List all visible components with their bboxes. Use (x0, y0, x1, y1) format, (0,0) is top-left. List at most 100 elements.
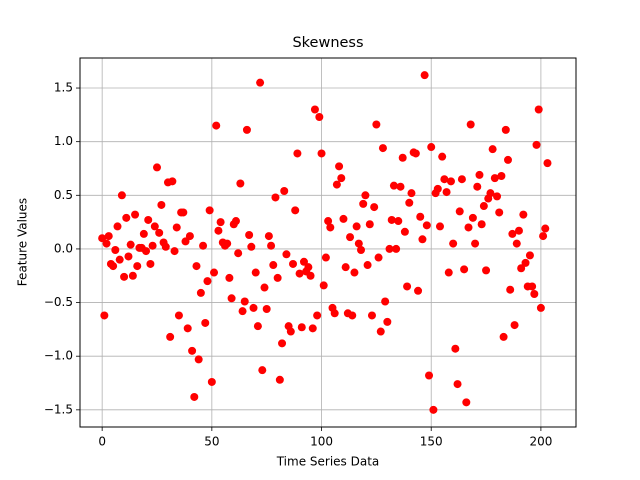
point (376, 327, 385, 336)
point (256, 78, 265, 87)
point (490, 174, 499, 183)
x-axis-label: Time Series Data (276, 455, 380, 469)
point (258, 366, 267, 375)
point (405, 198, 414, 207)
point (392, 244, 401, 253)
point (539, 232, 548, 241)
point (482, 266, 491, 275)
point (194, 355, 203, 364)
point (462, 398, 471, 407)
point (115, 255, 124, 264)
point (341, 263, 350, 272)
point (242, 125, 251, 134)
axes-frame (79, 57, 577, 428)
point (267, 241, 276, 250)
point (98, 234, 107, 243)
point (161, 242, 170, 251)
point (543, 159, 552, 168)
point (365, 220, 374, 229)
point (150, 222, 159, 231)
point (282, 250, 291, 259)
point (190, 392, 199, 401)
point (124, 252, 133, 261)
point (260, 283, 269, 292)
point (271, 193, 280, 202)
point (464, 223, 473, 232)
point (245, 230, 254, 239)
point (337, 174, 346, 183)
point (168, 177, 177, 186)
point (236, 179, 245, 188)
point (506, 285, 515, 294)
point (479, 202, 488, 211)
point (488, 145, 497, 154)
point (117, 191, 126, 200)
point (475, 170, 484, 179)
point (359, 199, 368, 208)
x-tick-label: 100 (310, 435, 333, 449)
point (477, 220, 486, 229)
point (247, 242, 256, 251)
point (521, 258, 530, 267)
point (503, 155, 512, 164)
point (403, 282, 412, 291)
point (501, 125, 510, 134)
point (530, 289, 539, 298)
point (104, 232, 113, 241)
point (319, 281, 328, 290)
y-tick-label: 1.0 (54, 134, 73, 148)
point (455, 207, 464, 216)
y-tick-label: −1.5 (44, 402, 73, 416)
point (332, 180, 341, 189)
point (416, 212, 425, 221)
point (286, 327, 295, 336)
point (133, 262, 142, 271)
y-tick-label: 0.0 (54, 241, 73, 255)
point (289, 259, 298, 268)
point (192, 262, 201, 271)
point (291, 206, 300, 215)
x-tick-label: 150 (420, 435, 443, 449)
y-tick-label: −0.5 (44, 295, 73, 309)
point (425, 371, 434, 380)
point (212, 121, 221, 130)
point (440, 175, 449, 184)
point (389, 181, 398, 190)
point (278, 339, 287, 348)
point (398, 153, 407, 162)
point (100, 311, 109, 320)
point (466, 120, 475, 129)
point (225, 273, 234, 282)
point (363, 261, 372, 270)
point (350, 268, 359, 277)
point (234, 249, 243, 258)
point (188, 346, 197, 355)
point (541, 224, 550, 233)
point (210, 268, 219, 277)
point (299, 257, 308, 266)
point (449, 239, 458, 248)
point (525, 251, 534, 260)
point (444, 268, 453, 277)
point (394, 217, 403, 226)
point (486, 189, 495, 198)
x-tick-label: 0 (98, 435, 106, 449)
point (201, 318, 210, 327)
point (335, 162, 344, 171)
point (367, 311, 376, 320)
point (446, 177, 455, 186)
point (407, 189, 416, 198)
point (414, 286, 423, 295)
point (435, 222, 444, 231)
point (181, 237, 190, 246)
point (361, 191, 370, 200)
point (205, 206, 214, 215)
point (348, 311, 357, 320)
point (262, 305, 271, 314)
point (172, 223, 181, 232)
point (372, 120, 381, 129)
point (120, 272, 129, 281)
point (166, 332, 175, 341)
point (508, 229, 517, 238)
x-tick-label: 200 (529, 435, 552, 449)
